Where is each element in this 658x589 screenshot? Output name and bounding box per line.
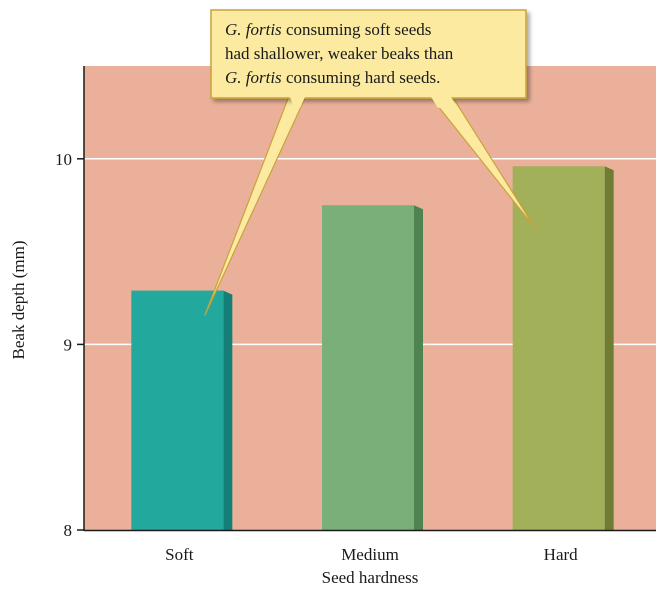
bar-face-hard bbox=[512, 166, 605, 530]
callout-line-3-rest: consuming hard seeds. bbox=[282, 68, 441, 87]
callout-pointer-join-2 bbox=[431, 97, 456, 108]
y-axis-title: Beak depth (mm) bbox=[9, 241, 28, 360]
y-ticks: 8 9 10 bbox=[55, 150, 84, 540]
bar-face-medium bbox=[322, 205, 414, 530]
callout-line-1-rest: consuming soft seeds bbox=[282, 20, 432, 39]
bar-hard bbox=[512, 166, 614, 530]
x-ticks: Soft Medium Hard bbox=[165, 545, 578, 564]
x-tick-label-soft: Soft bbox=[165, 545, 194, 564]
x-tick-label-medium: Medium bbox=[341, 545, 399, 564]
x-tick-label-hard: Hard bbox=[544, 545, 578, 564]
callout-line-1: G. fortis consuming soft seeds bbox=[225, 20, 431, 39]
bar-face-soft bbox=[131, 290, 224, 530]
callout-line-1-italic: G. fortis bbox=[225, 20, 282, 39]
callout-line-2: had shallower, weaker beaks than bbox=[225, 44, 454, 63]
bar-soft bbox=[131, 290, 233, 530]
bar-side-soft bbox=[223, 290, 233, 530]
bar-side-medium bbox=[414, 205, 423, 530]
callout-pointer-join bbox=[290, 97, 305, 108]
callout-line-3-italic: G. fortis bbox=[225, 68, 282, 87]
y-tick-label-8: 8 bbox=[64, 521, 73, 540]
y-tick-label-9: 9 bbox=[64, 335, 73, 354]
y-tick-label-10: 10 bbox=[55, 150, 72, 169]
callout-box bbox=[210, 9, 527, 99]
bar-medium bbox=[322, 205, 423, 530]
bars bbox=[131, 166, 614, 530]
callout-line-3: G. fortis consuming hard seeds. bbox=[225, 68, 440, 87]
bar-side-hard bbox=[604, 166, 614, 530]
callout-annotation: G. fortis consuming soft seeds had shall… bbox=[204, 9, 536, 316]
x-axis-title: Seed hardness bbox=[322, 568, 419, 587]
